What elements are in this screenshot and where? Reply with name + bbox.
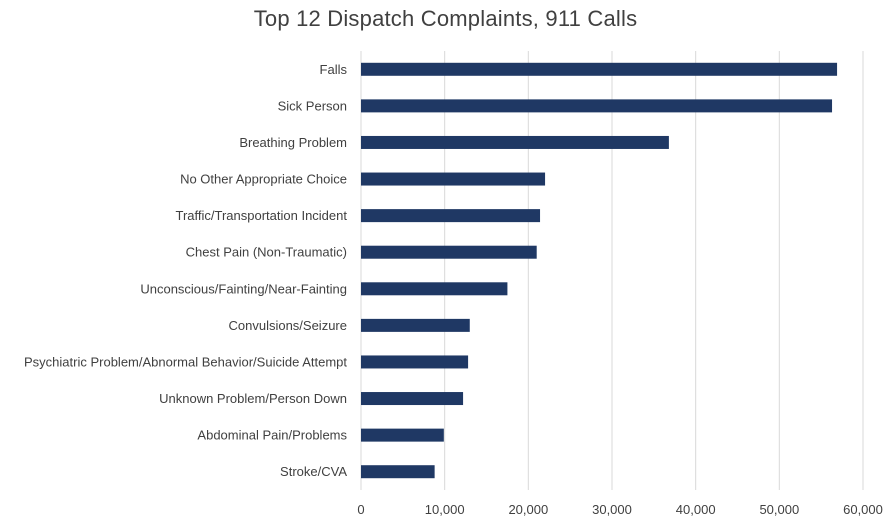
category-label: Breathing Problem bbox=[239, 135, 347, 150]
x-tick-label: 50,000 bbox=[759, 502, 799, 517]
bar bbox=[361, 209, 541, 223]
category-label: Chest Pain (Non-Traumatic) bbox=[186, 245, 347, 260]
x-tick-label: 0 bbox=[357, 502, 364, 517]
bars bbox=[361, 62, 838, 479]
category-label: Unknown Problem/Person Down bbox=[159, 391, 347, 406]
category-label: No Other Appropriate Choice bbox=[180, 172, 347, 187]
x-tick-label: 30,000 bbox=[592, 502, 632, 517]
category-label: Convulsions/Seizure bbox=[228, 318, 347, 333]
category-labels: Falls Sick Person Breathing Problem No Othe… bbox=[24, 62, 347, 479]
category-label: Sick Person bbox=[278, 98, 347, 113]
x-tick-label: 20,000 bbox=[508, 502, 548, 517]
bar bbox=[361, 245, 537, 259]
x-tick-label: 60,000 bbox=[843, 502, 883, 517]
x-tick-label: 10,000 bbox=[425, 502, 465, 517]
category-label: Abdominal Pain/Problems bbox=[197, 428, 347, 443]
bar bbox=[361, 392, 464, 406]
category-label: Falls bbox=[320, 62, 348, 77]
x-tick-label: 40,000 bbox=[676, 502, 716, 517]
bar bbox=[361, 355, 469, 369]
chart-title: Top 12 Dispatch Complaints, 911 Calls bbox=[253, 6, 638, 31]
bar bbox=[361, 62, 838, 76]
category-label: Psychiatric Problem/Abnormal Behavior/Su… bbox=[24, 354, 347, 369]
bar bbox=[361, 282, 508, 296]
bar bbox=[361, 465, 435, 479]
category-label: Unconscious/Fainting/Near-Fainting bbox=[140, 281, 347, 296]
bar bbox=[361, 428, 444, 442]
x-tick-labels: 0 10,000 20,000 30,000 40,000 50,000 60,000 bbox=[357, 502, 883, 517]
bar bbox=[361, 318, 470, 332]
bar bbox=[361, 99, 833, 113]
gridlines bbox=[360, 51, 864, 490]
category-label: Traffic/Transportation Incident bbox=[176, 208, 348, 223]
category-label: Stroke/CVA bbox=[280, 464, 347, 479]
bar bbox=[361, 135, 669, 149]
bar bbox=[361, 172, 546, 186]
